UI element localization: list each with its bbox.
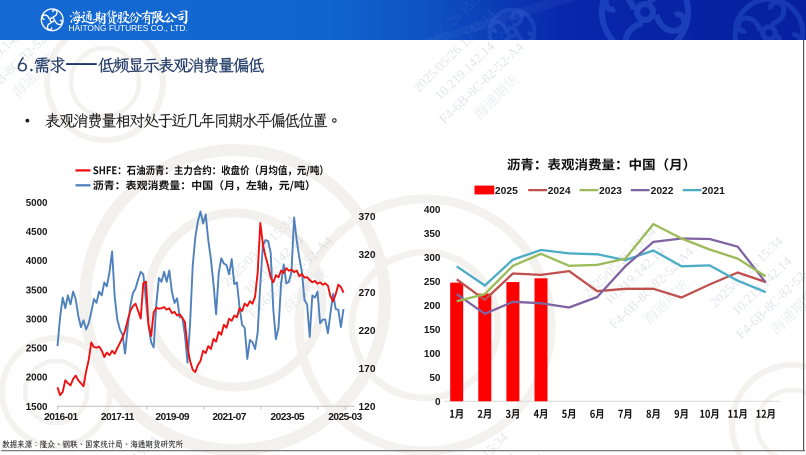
- svg-text:2025-03: 2025-03: [328, 412, 362, 423]
- svg-text:2023: 2023: [599, 186, 622, 197]
- svg-text:270: 270: [359, 288, 376, 299]
- svg-text:4000: 4000: [26, 256, 48, 267]
- svg-text:0: 0: [435, 397, 441, 408]
- svg-text:3500: 3500: [26, 285, 48, 296]
- svg-text:370: 370: [359, 212, 376, 223]
- svg-text:320: 320: [359, 250, 376, 261]
- svg-text:2000: 2000: [26, 373, 48, 384]
- svg-text:2021-07: 2021-07: [212, 412, 246, 423]
- svg-text:170: 170: [359, 364, 376, 375]
- svg-text:2019-09: 2019-09: [155, 412, 189, 423]
- svg-text:3000: 3000: [26, 314, 48, 325]
- svg-text:150: 150: [424, 325, 441, 336]
- svg-text:100: 100: [424, 349, 441, 360]
- svg-text:50: 50: [429, 373, 441, 384]
- svg-text:350: 350: [424, 229, 441, 240]
- svg-text:220: 220: [359, 326, 376, 337]
- svg-text:300: 300: [424, 253, 441, 264]
- svg-text:2022: 2022: [651, 186, 674, 197]
- svg-text:2016-01: 2016-01: [44, 412, 78, 423]
- svg-text:2500: 2500: [26, 344, 48, 355]
- svg-text:1500: 1500: [26, 402, 48, 413]
- svg-text:2023-05: 2023-05: [271, 412, 305, 423]
- svg-text:120: 120: [359, 402, 376, 413]
- svg-text:200: 200: [424, 301, 441, 312]
- svg-text:250: 250: [424, 277, 441, 288]
- svg-text:2024: 2024: [548, 186, 571, 197]
- svg-text:5000: 5000: [26, 198, 48, 209]
- svg-text:2025: 2025: [495, 186, 518, 197]
- svg-text:HAITONG FUTURES CO., LTD.: HAITONG FUTURES CO., LTD.: [69, 23, 188, 33]
- svg-text:2021: 2021: [702, 186, 725, 197]
- svg-text:2017-11: 2017-11: [101, 412, 135, 423]
- svg-text:400: 400: [424, 205, 441, 216]
- svg-text:4500: 4500: [26, 227, 48, 238]
